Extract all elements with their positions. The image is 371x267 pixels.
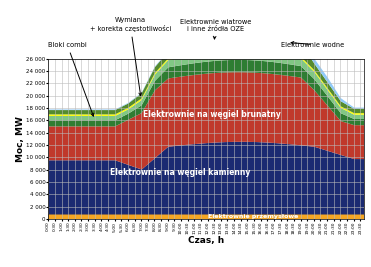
Text: Elektrownie wodne: Elektrownie wodne bbox=[282, 42, 345, 48]
Text: Elektrownie wiatrowe
i inne źródła OZE: Elektrownie wiatrowe i inne źródła OZE bbox=[180, 18, 251, 39]
Text: Bloki combi: Bloki combi bbox=[48, 42, 94, 116]
X-axis label: Czas, h: Czas, h bbox=[188, 236, 224, 245]
Text: Elektrownie na węgiel brunatny: Elektrownie na węgiel brunatny bbox=[143, 110, 281, 119]
Text: Elektrownie przemysłowe: Elektrownie przemysłowe bbox=[208, 214, 298, 219]
Text: Wymiana
+ korekta częstotliwości: Wymiana + korekta częstotliwości bbox=[89, 17, 171, 96]
Text: Elektrownie na węgiel kamienny: Elektrownie na węgiel kamienny bbox=[111, 168, 251, 177]
Y-axis label: Moc, MW: Moc, MW bbox=[16, 116, 25, 162]
